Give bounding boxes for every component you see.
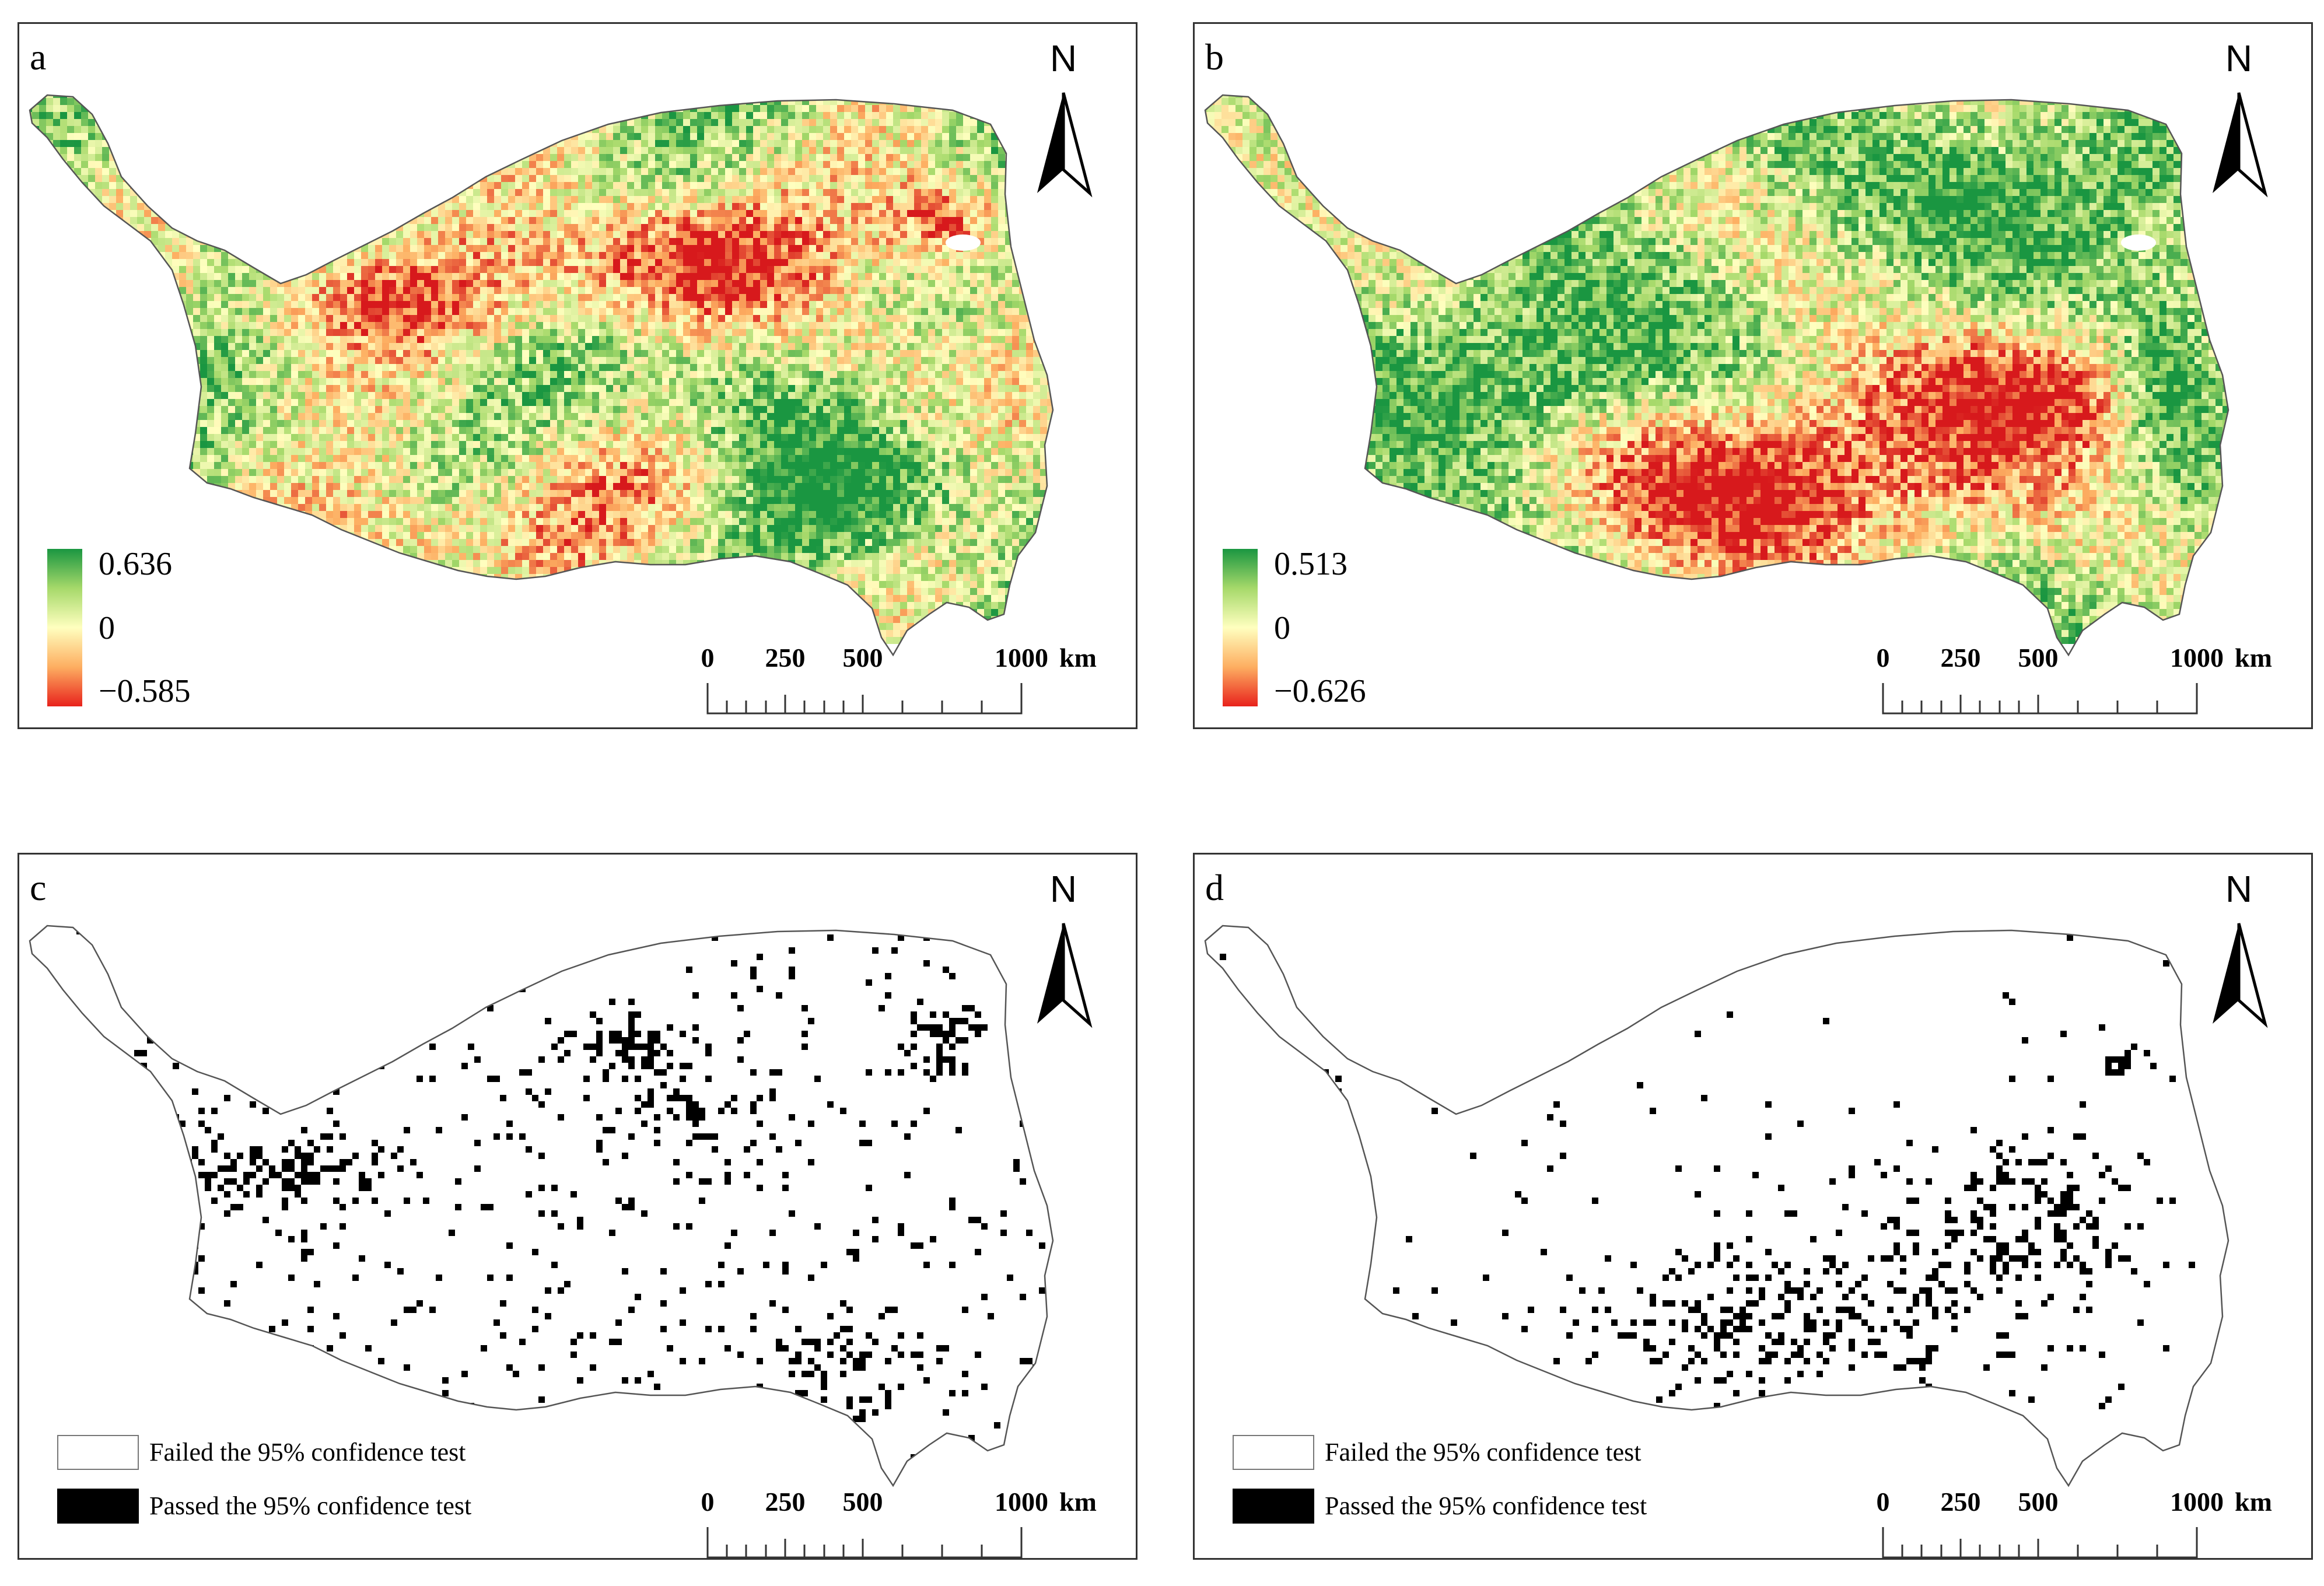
scale-label-0: 0 bbox=[1877, 1486, 1890, 1517]
scale-label-0: 0 bbox=[701, 1486, 715, 1517]
legend-mid: 0 bbox=[99, 610, 115, 647]
plateau-boundary bbox=[1204, 94, 2230, 657]
legend-passed-text: Passed the 95% confidence test bbox=[149, 1491, 471, 1521]
significance-legend: Failed the 95% confidence test Passed th… bbox=[1233, 1435, 1758, 1534]
north-arrow-icon bbox=[1037, 92, 1093, 198]
plateau-boundary bbox=[1204, 925, 2230, 1487]
scale-label-1000: 1000 bbox=[995, 1486, 1048, 1517]
panel-label: d bbox=[1205, 866, 1224, 909]
legend-swatch-failed bbox=[57, 1435, 139, 1470]
scale-unit: km bbox=[1059, 1486, 1097, 1517]
north-label: N bbox=[1031, 867, 1096, 911]
panel-label: a bbox=[30, 36, 46, 79]
color-ramp bbox=[47, 549, 82, 706]
map-raster-b bbox=[1204, 94, 2230, 657]
scale-label-250: 250 bbox=[765, 642, 806, 673]
north-arrow: N bbox=[2207, 868, 2271, 1028]
legend-swatch-passed bbox=[1233, 1489, 1314, 1524]
scale-label-500: 500 bbox=[2018, 1486, 2059, 1517]
north-label: N bbox=[2207, 867, 2271, 911]
scale-bar: 0 250 500 1000 km bbox=[1877, 1486, 2286, 1558]
panel-label: b bbox=[1205, 36, 1224, 79]
scale-label-1000: 1000 bbox=[2170, 642, 2224, 673]
north-arrow-icon bbox=[2213, 92, 2268, 198]
map-significance-c bbox=[29, 925, 1054, 1487]
north-arrow: N bbox=[1031, 868, 1096, 1028]
legend-failed-text: Failed the 95% confidence test bbox=[149, 1437, 466, 1467]
north-arrow-icon bbox=[2213, 923, 2268, 1028]
color-legend: 0.636 0 −0.585 bbox=[47, 546, 281, 727]
north-arrow: N bbox=[1031, 37, 1096, 198]
legend-failed-text: Failed the 95% confidence test bbox=[1325, 1437, 1641, 1467]
scale-bar: 0 250 500 1000 km bbox=[701, 642, 1110, 718]
scale-bar: 0 250 500 1000 km bbox=[1877, 642, 2286, 718]
panel-label: c bbox=[30, 866, 46, 909]
scale-label-1000: 1000 bbox=[2170, 1486, 2224, 1517]
north-label: N bbox=[2207, 37, 2271, 80]
north-arrow-icon bbox=[1037, 923, 1093, 1028]
scale-unit: km bbox=[2235, 1486, 2272, 1517]
significance-legend: Failed the 95% confidence test Passed th… bbox=[57, 1435, 582, 1534]
plateau-boundary bbox=[29, 94, 1054, 657]
scale-unit: km bbox=[1059, 642, 1097, 673]
scale-bar: 0 250 500 1000 km bbox=[701, 1486, 1110, 1558]
map-panel-a: a N 0.636 0 −0.585 0 250 500 1000 km bbox=[18, 22, 1138, 729]
scale-label-0: 0 bbox=[1877, 642, 1890, 673]
scale-label-500: 500 bbox=[2018, 642, 2059, 673]
color-legend: 0.513 0 −0.626 bbox=[1223, 546, 1456, 727]
scale-label-250: 250 bbox=[1941, 642, 1981, 673]
legend-max: 0.513 bbox=[1274, 545, 1348, 583]
scale-unit: km bbox=[2235, 642, 2272, 673]
legend-min: −0.626 bbox=[1274, 673, 1366, 710]
legend-swatch-passed bbox=[57, 1489, 139, 1524]
plateau-boundary bbox=[29, 925, 1054, 1487]
north-label: N bbox=[1031, 37, 1096, 80]
map-panel-c: c N Failed the 95% confidence test Passe… bbox=[18, 853, 1138, 1560]
legend-swatch-failed bbox=[1233, 1435, 1314, 1470]
scale-label-1000: 1000 bbox=[995, 642, 1048, 673]
legend-passed-text: Passed the 95% confidence test bbox=[1325, 1491, 1647, 1521]
scale-label-500: 500 bbox=[843, 642, 883, 673]
scale-label-500: 500 bbox=[843, 1486, 883, 1517]
scale-label-250: 250 bbox=[1941, 1486, 1981, 1517]
map-panel-b: b N 0.513 0 −0.626 0 250 500 1000 km bbox=[1193, 22, 2313, 729]
legend-mid: 0 bbox=[1274, 610, 1290, 647]
map-panel-d: d N Failed the 95% confidence test Passe… bbox=[1193, 853, 2313, 1560]
scale-label-250: 250 bbox=[765, 1486, 806, 1517]
legend-min: −0.585 bbox=[99, 673, 191, 710]
map-significance-d bbox=[1204, 925, 2230, 1487]
scale-label-0: 0 bbox=[701, 642, 715, 673]
legend-max: 0.636 bbox=[99, 545, 172, 583]
map-raster-a bbox=[29, 94, 1054, 657]
color-ramp bbox=[1223, 549, 1258, 706]
north-arrow: N bbox=[2207, 37, 2271, 198]
